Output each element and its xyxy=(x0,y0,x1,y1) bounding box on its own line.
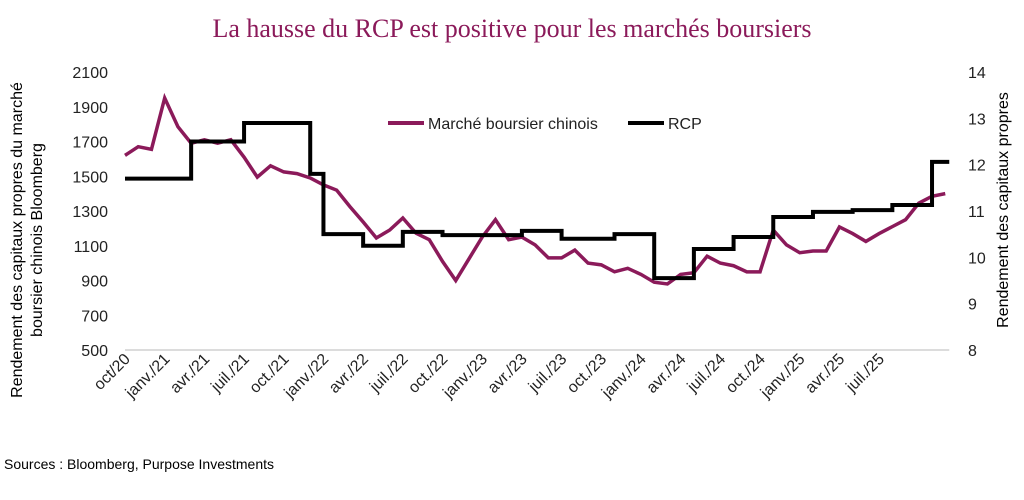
y-left-tick-label: 1300 xyxy=(72,204,108,221)
y-right-tick-label: 14 xyxy=(968,65,986,82)
legend-label: Marché boursier chinois xyxy=(428,116,598,133)
y-right-axis-label: Rendement des capitaux propres xyxy=(995,92,1012,328)
y-left-tick-label: 500 xyxy=(81,343,108,360)
y-left-tick-label: 1900 xyxy=(72,100,108,117)
y-right-tick-label: 13 xyxy=(968,111,986,128)
y-left-tick-label: 700 xyxy=(81,308,108,325)
x-tick-label: janv./21 xyxy=(122,351,174,403)
x-tick-label: juil./24 xyxy=(684,351,730,397)
x-tick-label: janv./22 xyxy=(281,351,333,403)
y-left-tick-label: 900 xyxy=(81,274,108,291)
y-left-tick-label: 1700 xyxy=(72,135,108,152)
y-left-axis-label-line2: boursier chinois Bloomberg xyxy=(29,143,46,337)
y-right-tick-label: 8 xyxy=(968,343,977,360)
series-line-marche-boursier xyxy=(124,92,946,286)
y-left-axis-label-line1: Rendement des capitaux propres du marché xyxy=(9,82,26,398)
x-tick-label: janv./23 xyxy=(440,351,492,403)
y-right-tick-label: 11 xyxy=(968,204,985,221)
x-tick-label: avr./21 xyxy=(167,351,213,397)
x-tick-label: avr./24 xyxy=(644,351,690,397)
x-tick-label: juil./23 xyxy=(525,351,571,397)
x-tick-label: avr./22 xyxy=(326,351,372,397)
y-right-tick-label: 9 xyxy=(968,297,977,314)
y-left-tick-label: 1500 xyxy=(72,169,108,186)
y-left-tick-label: 2100 xyxy=(72,65,108,82)
x-tick-label: avr./23 xyxy=(485,351,531,397)
x-tick-label: janv./24 xyxy=(598,351,650,403)
y-right-tick-label: 12 xyxy=(968,158,986,175)
y-right-tick-label: 10 xyxy=(968,250,986,267)
sources-note: Sources : Bloomberg, Purpose Investments xyxy=(4,456,275,472)
x-tick-label: juil./21 xyxy=(207,351,253,397)
legend-label: RCP xyxy=(668,116,702,133)
x-tick-label: janv./25 xyxy=(757,351,809,403)
chart-title: La hausse du RCP est positive pour les m… xyxy=(212,14,812,43)
x-tick-label: juil./22 xyxy=(366,351,412,397)
series-line-rcp xyxy=(125,120,950,281)
y-left-tick-label: 1100 xyxy=(74,239,109,256)
x-tick-label: avr./25 xyxy=(802,351,848,397)
x-tick-label: juil./25 xyxy=(843,351,889,397)
